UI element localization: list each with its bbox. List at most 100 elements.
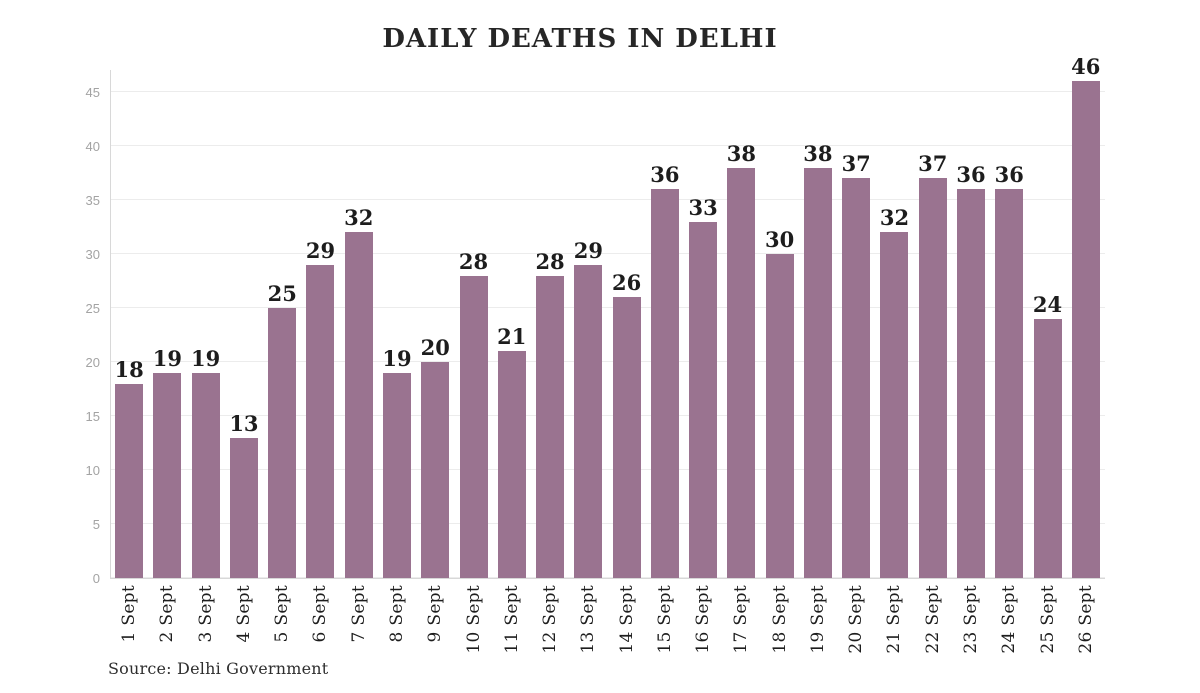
x-slot: 14 Sept (607, 585, 645, 663)
gridline (110, 199, 1105, 200)
chart-title: DAILY DEATHS IN DELHI (382, 24, 778, 54)
x-axis-tick-label: 1 Sept (119, 585, 140, 643)
bar (765, 254, 794, 578)
x-axis-tick-label: 19 Sept (807, 585, 828, 654)
bar-slot: 19 (148, 75, 186, 578)
bar-value-label: 21 (497, 324, 527, 350)
bar-slot: 46 (1067, 56, 1105, 578)
bar-slot: 28 (531, 75, 569, 578)
bar-value-label: 32 (344, 205, 374, 231)
gridline (110, 469, 1105, 470)
y-axis-tick-label: 5 (92, 517, 100, 532)
x-slot: 9 Sept (416, 585, 454, 663)
bar-value-label: 32 (879, 205, 910, 231)
gridline (110, 415, 1105, 416)
bar-slot: 33 (684, 75, 722, 578)
bar-value-label: 46 (1071, 54, 1101, 80)
bar (229, 437, 258, 578)
bar-value-label: 30 (765, 227, 795, 252)
bar (803, 167, 832, 578)
gridline (110, 145, 1105, 146)
bar-slot: 19 (187, 75, 225, 578)
y-axis-tick-label: 15 (85, 409, 100, 424)
bar-slot: 36 (646, 75, 684, 578)
bar (918, 178, 947, 578)
x-axis-tick-label: 24 Sept (999, 585, 1020, 654)
x-slot: 18 Sept (761, 585, 799, 663)
bar-slot: 18 (110, 75, 148, 578)
bar-slot: 13 (225, 75, 263, 578)
bar (842, 178, 871, 578)
bar-value-label: 37 (841, 151, 871, 177)
x-axis-tick-label: 2 Sept (157, 585, 178, 643)
bar-value-label: 29 (305, 237, 336, 263)
bar-value-label: 19 (152, 345, 183, 371)
bar-value-label: 37 (918, 151, 948, 177)
bars-layer: 18 19 19 13 25 29 32 19 20 28 21 28 29 26 36 33 38 30 38 37… (110, 56, 1105, 578)
bar-value-label: 24 (1032, 291, 1063, 317)
bar-slot: 24 (1028, 75, 1066, 578)
bar-value-label: 18 (114, 356, 144, 382)
bar-value-label: 19 (191, 345, 221, 371)
bar (880, 232, 909, 578)
x-slot: 23 Sept (952, 585, 990, 663)
x-axis-tick-label: 18 Sept (769, 585, 790, 654)
bar (574, 264, 603, 578)
x-slot: 20 Sept (837, 585, 875, 663)
x-slot: 10 Sept (454, 585, 492, 663)
x-slot: 4 Sept (225, 585, 263, 663)
x-axis-tick-label: 5 Sept (272, 585, 293, 643)
x-slot: 13 Sept (569, 585, 607, 663)
x-axis-tick-label: 25 Sept (1037, 585, 1058, 654)
x-axis-tick-label: 11 Sept (501, 585, 522, 654)
x-axis-tick-label: 20 Sept (846, 585, 867, 654)
bar-slot: 20 (416, 75, 454, 578)
bar-slot: 36 (990, 75, 1028, 578)
x-slot: 2 Sept (148, 585, 186, 663)
source-note: Source: Delhi Government (108, 659, 329, 678)
bar (956, 189, 985, 578)
bar-slot: 38 (799, 75, 837, 578)
bar-value-label: 36 (650, 162, 680, 188)
gridline (110, 253, 1105, 254)
y-axis-tick-label: 30 (85, 247, 100, 262)
x-slot: 3 Sept (187, 585, 225, 663)
x-slot: 12 Sept (531, 585, 569, 663)
y-axis-tick-label: 40 (85, 139, 100, 154)
gridline (110, 91, 1105, 92)
x-axis-tick-label: 12 Sept (540, 585, 561, 654)
bar-slot: 21 (493, 75, 531, 578)
x-slot: 17 Sept (722, 585, 760, 663)
x-axis-tick-label: 4 Sept (233, 585, 254, 643)
y-axis-tick-label: 20 (85, 355, 100, 370)
bar-slot: 26 (607, 75, 645, 578)
bar-slot: 37 (914, 75, 952, 578)
x-axis-labels-layer: 1 Sept 2 Sept 3 Sept 4 Sept 5 Sept 6 Sept 7 Se… (110, 585, 1105, 663)
x-axis-tick-label: 7 Sept (348, 585, 369, 643)
x-slot: 16 Sept (684, 585, 722, 663)
x-axis-tick-label: 17 Sept (731, 585, 752, 654)
x-axis-tick-label: 26 Sept (1075, 585, 1096, 654)
gridline (110, 307, 1105, 308)
plot-area (110, 75, 1105, 578)
y-axis-tick-label: 0 (92, 571, 100, 586)
bar (497, 351, 526, 578)
bar-value-label: 19 (382, 345, 412, 371)
bar (115, 383, 144, 578)
bar (612, 297, 641, 578)
bar (382, 372, 411, 578)
x-axis-line (110, 578, 1105, 579)
bar-value-label: 36 (956, 162, 986, 188)
bar-value-label: 25 (267, 281, 297, 306)
x-slot: 11 Sept (493, 585, 531, 663)
y-axis-line (110, 70, 111, 578)
bar (536, 275, 565, 578)
bar-value-label: 20 (420, 335, 450, 360)
x-axis-tick-label: 23 Sept (960, 585, 981, 654)
x-slot: 26 Sept (1067, 585, 1105, 663)
bar-value-label: 33 (688, 194, 718, 220)
x-slot: 1 Sept (110, 585, 148, 663)
bar-slot: 19 (378, 75, 416, 578)
x-axis-tick-label: 16 Sept (693, 585, 714, 654)
